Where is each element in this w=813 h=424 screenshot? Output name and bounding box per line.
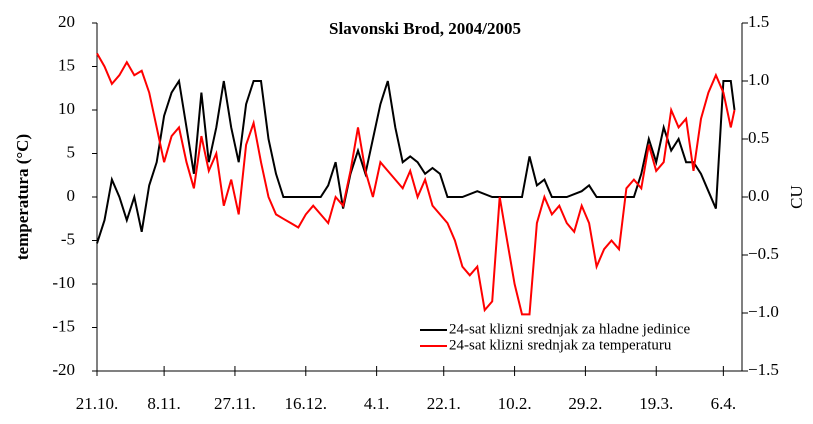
x-tick-label: 8.11. [147,394,180,413]
series-line [96,52,736,316]
x-tick-label: 27.11. [214,394,256,413]
y2-tick-label: 1.5 [748,12,769,31]
y2-axis-label: CU [787,185,806,209]
y-tick-label: -20 [52,360,75,379]
y-tick-label: 20 [58,12,75,31]
legend-label: 24-sat klizni srednjak za temperaturu [449,337,672,353]
y-tick-label: -5 [61,229,75,248]
y2-tick-label: 1.0 [748,70,769,89]
y-axis-label: temperatura (°C) [13,134,32,260]
x-tick-label: 4.1. [364,394,390,413]
y-tick-label: 15 [58,55,75,74]
x-tick-label: 19.3. [639,394,673,413]
y2-tick-label: −1.5 [748,360,779,379]
x-tick-label: 10.2. [498,394,532,413]
series-line [96,78,736,244]
x-tick-label: 16.12. [285,394,328,413]
x-tick-label: 21.10. [76,394,119,413]
x-tick-label: 29.2. [568,394,602,413]
legend-label: 24-sat klizni srednjak za hladne jedinic… [449,321,690,337]
y2-tick-label: −0.5 [748,244,779,263]
chart-title: Slavonski Brod, 2004/2005 [329,19,521,38]
y2-tick-label: −1.0 [748,302,779,321]
y2-tick-label: 0.0 [748,186,769,205]
y-tick-label: 10 [58,99,75,118]
y-tick-label: -10 [52,273,75,292]
y-tick-label: -15 [52,316,75,335]
x-tick-label: 22.1. [427,394,461,413]
y-tick-label: 0 [67,186,76,205]
x-tick-label: 6.4. [711,394,737,413]
y2-tick-label: 0.5 [748,128,769,147]
y-tick-label: 5 [67,142,76,161]
